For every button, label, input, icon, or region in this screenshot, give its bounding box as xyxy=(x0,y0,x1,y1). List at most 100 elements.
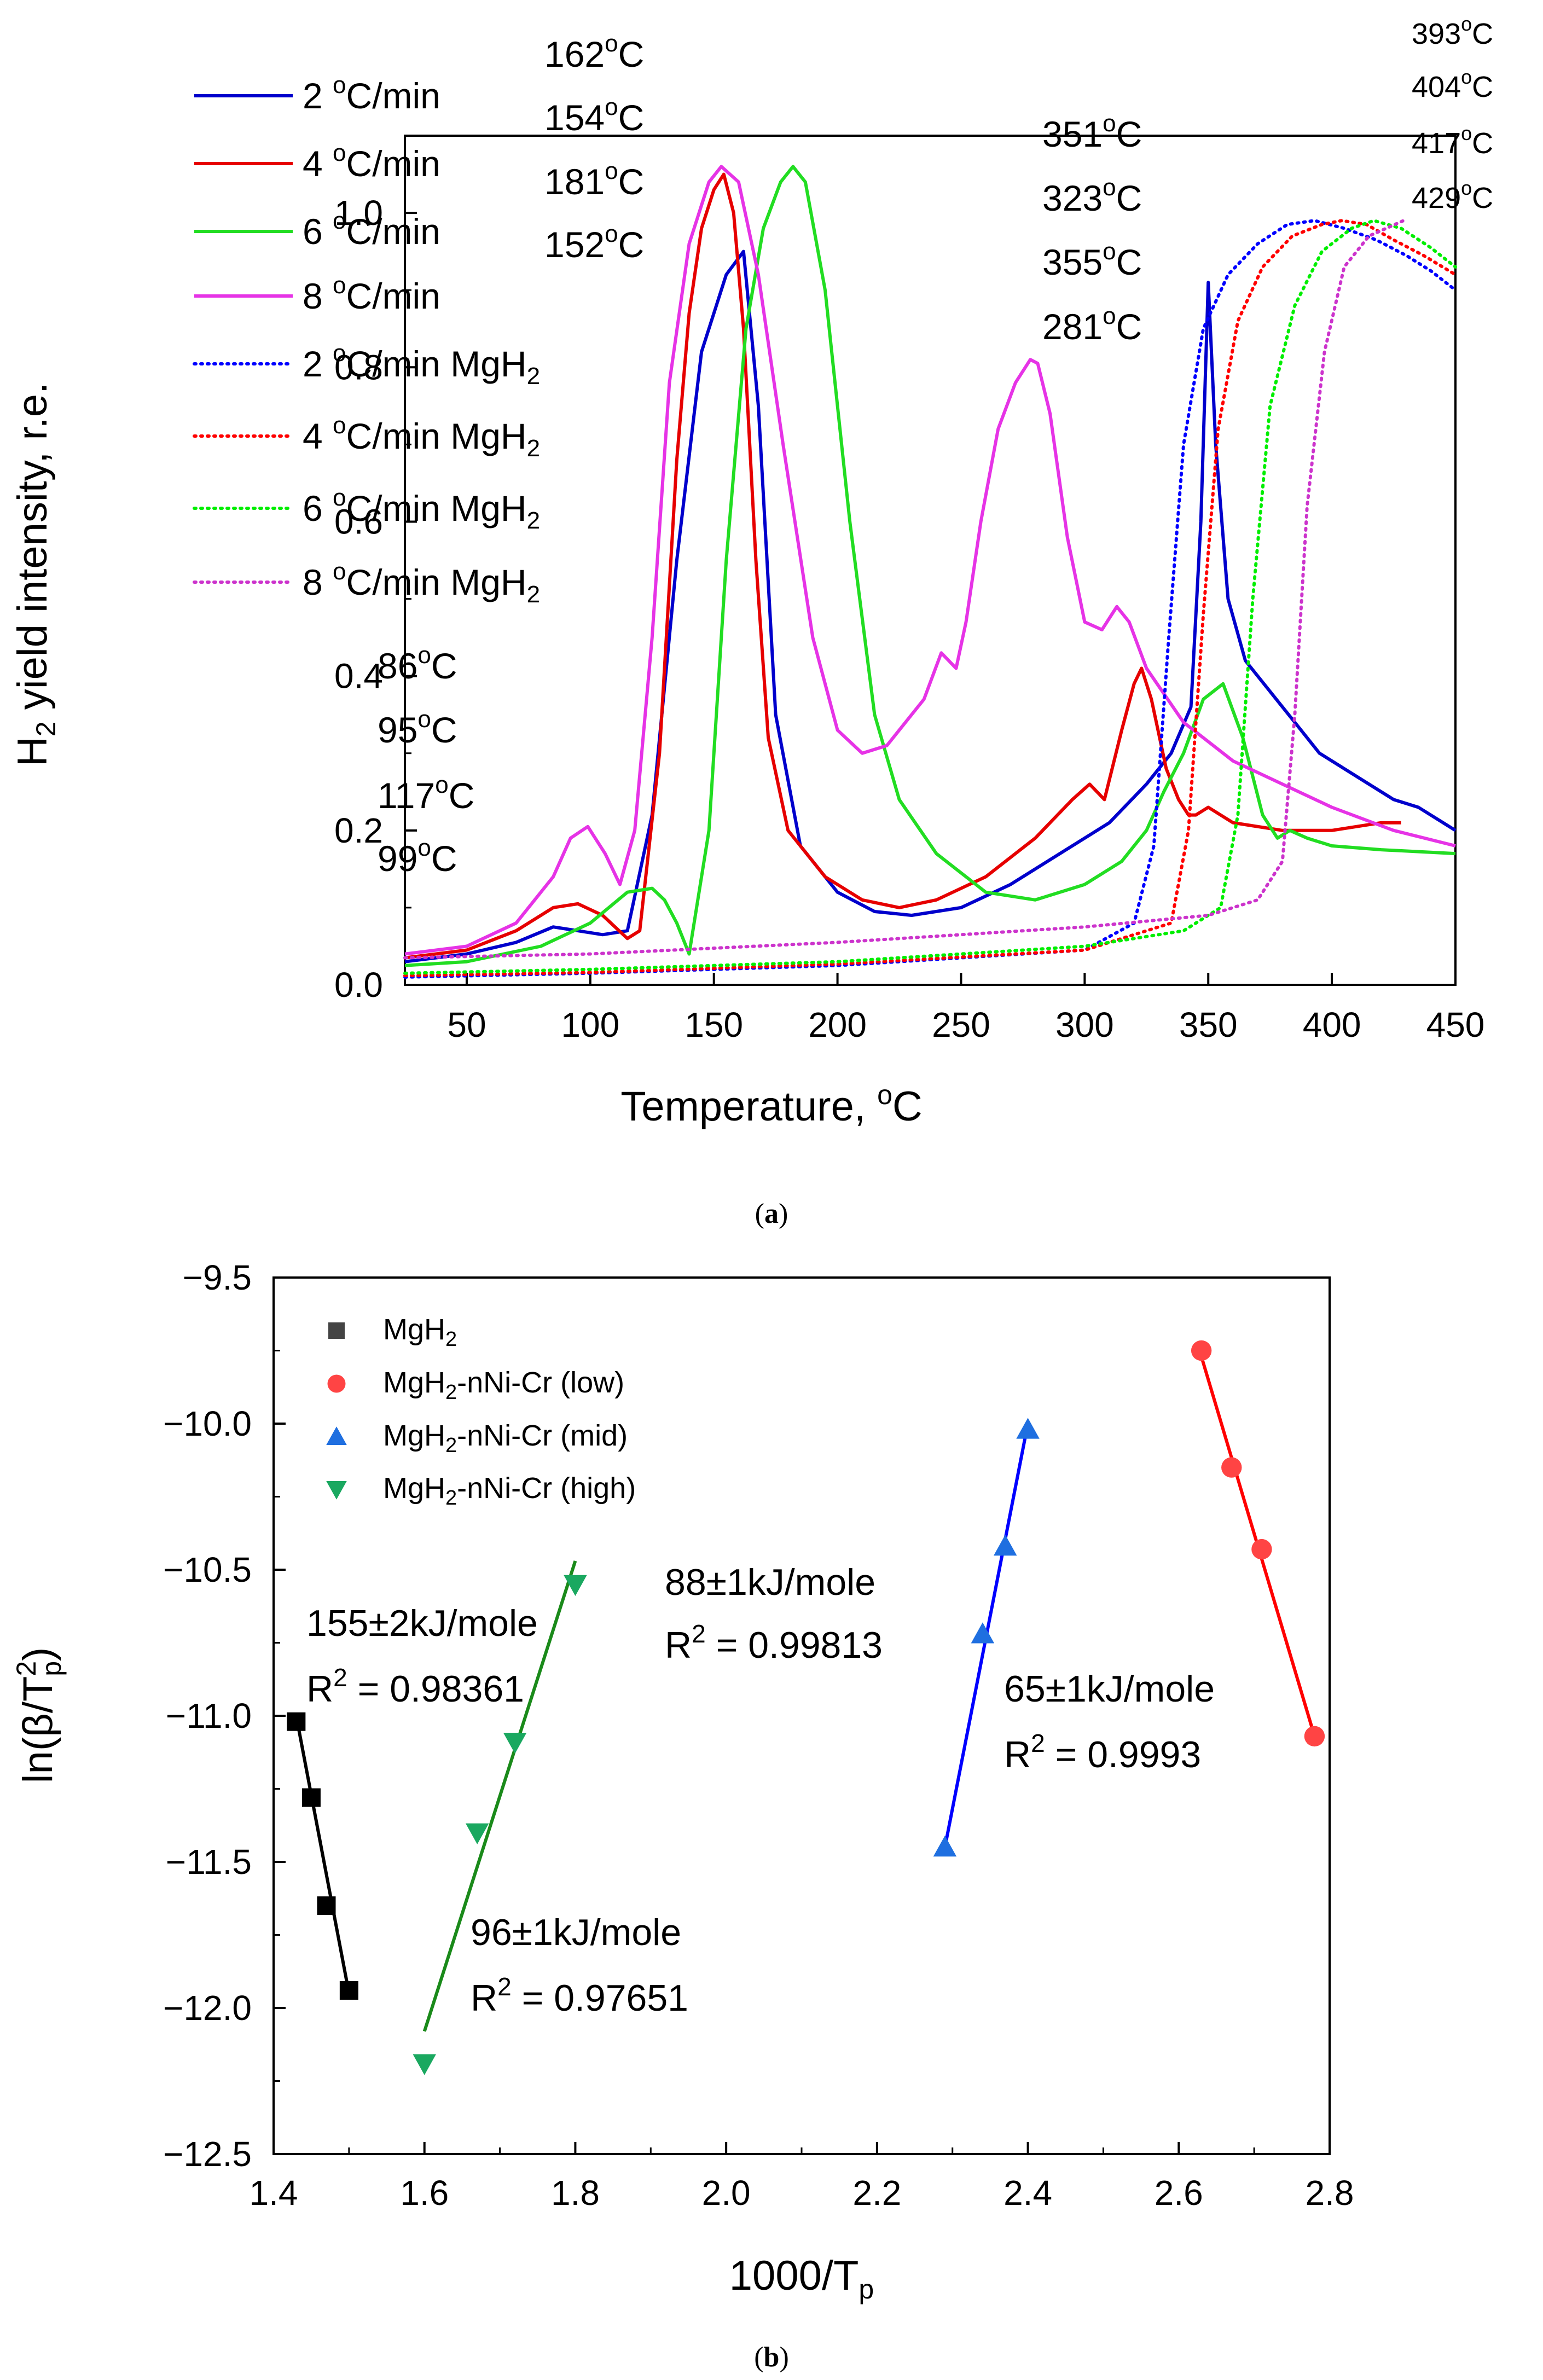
panel-a-y-axis-title-main: H xyxy=(9,736,56,767)
panel-a-x-tick-label: 200 xyxy=(808,1005,867,1044)
series-line-mgh2-5 xyxy=(403,219,1457,978)
data-point-triangle-up xyxy=(933,1836,957,1857)
panel-a-y-tick-label: 0.0 xyxy=(334,965,383,1005)
data-point-triangle-down xyxy=(413,2054,436,2075)
panel-b-caption-letter: b xyxy=(764,2342,780,2373)
peak-annotation: 417oC xyxy=(1412,122,1493,160)
peak-annotation: 351oC xyxy=(1042,110,1142,154)
panel-b-legend-label: MgH2-nNi-Cr (mid) xyxy=(383,1419,628,1457)
legend-marker-circle xyxy=(327,1374,346,1393)
panel-b-annotations: 155±2kJ/mole R2 = 0.98361 88±1kJ/mole R2… xyxy=(306,1561,1215,2019)
series-line-composite-2 xyxy=(404,165,1456,967)
panel-a-x-tick-label: 250 xyxy=(932,1005,990,1044)
panel-b-y-tick-label: −10.0 xyxy=(163,1404,252,1443)
r-squared-exponent: 2 xyxy=(1031,1729,1045,1757)
panel-b-y-tick-label: −10.5 xyxy=(163,1550,252,1589)
legend-label-text: MgH xyxy=(383,1419,445,1452)
panel-b-x-axis-title-main: 1000/T xyxy=(729,2253,859,2299)
legend-label-sub: 2 xyxy=(527,507,540,534)
annotation-value: 154 xyxy=(544,97,605,138)
annotation-value: 429 xyxy=(1412,182,1461,214)
peak-annotation: 281oC xyxy=(1042,303,1142,347)
panel-b-legend-label: MgH2-nNi-Cr (high) xyxy=(383,1472,636,1510)
panel-a-legend-entry: 4 oC/min MgH2 xyxy=(193,412,540,462)
panel-b-y-tick-label: −11.5 xyxy=(166,1842,252,1882)
panel-b-x-tick-label: 1.6 xyxy=(400,2173,449,2213)
legend-label-tail: C/min xyxy=(346,211,440,252)
r-squared-value: = 0.98361 xyxy=(347,1668,524,1710)
r-squared-symbol: R xyxy=(665,1624,692,1666)
annotation-degree: o xyxy=(417,834,431,861)
legend-label-tail: C/min xyxy=(346,276,440,316)
panel-b-x-tick-label: 2.4 xyxy=(1003,2173,1052,2213)
legend-marker-circle xyxy=(327,1374,346,1393)
r-squared-exponent: 2 xyxy=(497,1972,512,2001)
panel-a-x-tick-label: 50 xyxy=(447,1005,486,1044)
r-squared-symbol: R xyxy=(471,1977,497,2019)
legend-label-sup: o xyxy=(333,140,346,166)
panel-a-legend-entry: 8 oC/min xyxy=(194,272,440,316)
legend-marker-triangle-down xyxy=(326,1481,347,1500)
panel-a-x-tick-label: 300 xyxy=(1055,1005,1114,1044)
peak-annotation: 99oC xyxy=(378,834,457,879)
panel-a-legend-label: 4 oC/min MgH2 xyxy=(303,412,540,462)
panel-b-y-tick-label: −11.0 xyxy=(166,1696,252,1735)
legend-label-text: MgH xyxy=(383,1366,445,1399)
panel-b-y-axis-title-sup: 2 xyxy=(11,1661,42,1676)
annotation-degree: o xyxy=(1103,110,1116,137)
panel-a-legend-entry: 2 oC/min xyxy=(194,72,440,116)
legend-label-text: 4 xyxy=(303,416,333,456)
panel-b-legend-entry: MgH2-nNi-Cr (low) xyxy=(327,1366,624,1404)
legend-label-sub: 2 xyxy=(445,1381,457,1404)
annotation-degree: o xyxy=(1461,177,1472,199)
data-point-square xyxy=(301,1788,321,1807)
panel-a-legend-label: 8 oC/min MgH2 xyxy=(303,558,540,608)
annotation-unit: C xyxy=(618,224,645,265)
panel-b-y-tick-label: −12.0 xyxy=(163,1988,252,2028)
panel-a-x-tick-label: 100 xyxy=(561,1005,619,1044)
panel-b-y-axis-title-tail: ) xyxy=(15,1647,61,1661)
panel-a-legend-entry: 2 oC/min MgH2 xyxy=(193,340,540,390)
peak-annotation: 323oC xyxy=(1042,174,1142,218)
annotation-degree: o xyxy=(1103,174,1116,201)
legend-label-sub: 2 xyxy=(527,581,540,608)
r-squared-symbol: R xyxy=(306,1668,333,1710)
data-point-square xyxy=(339,1981,358,2000)
fit-annotation: 65±1kJ/mole R2 = 0.9993 xyxy=(1004,1668,1215,1775)
peak-annotation: 393oC xyxy=(1412,13,1493,50)
data-point-circle xyxy=(1304,1726,1325,1747)
panel-a-legend-entry: 4 oC/min xyxy=(194,140,440,184)
panel-a-annotations: 162oC 154oC 181oC 152oC 351oC 323oC 355o… xyxy=(378,13,1493,879)
legend-label-tail: C/min MgH xyxy=(346,344,527,384)
legend-marker-triangle-down xyxy=(326,1481,347,1500)
panel-a-legend: 2 oC/min 4 oC/min 6 oC/min 8 oC/min 2 oC… xyxy=(193,72,540,608)
annotation-unit: C xyxy=(1116,306,1142,347)
legend-label-sup: o xyxy=(333,207,346,234)
legend-label-sub: 2 xyxy=(527,363,540,390)
annotation-degree: o xyxy=(1461,122,1472,144)
annotation-value: 404 xyxy=(1412,71,1461,103)
r-squared-label: R2 = 0.9993 xyxy=(1004,1729,1201,1775)
legend-label-tail: -nNi-Cr (mid) xyxy=(457,1419,628,1452)
data-point-circle xyxy=(1251,1539,1272,1560)
legend-label-sup: o xyxy=(333,484,346,511)
panel-b-x-tick-label: 1.4 xyxy=(250,2173,298,2213)
r-squared-label: R2 = 0.98361 xyxy=(306,1663,524,1710)
panel-a-x-axis-title-sup: o xyxy=(877,1079,892,1110)
panel-a-legend-label: 2 oC/min xyxy=(303,72,440,116)
r-squared-value: = 0.9993 xyxy=(1045,1734,1201,1775)
panel-b-legend-entry: MgH2 xyxy=(328,1313,457,1351)
legend-label-text: 8 xyxy=(303,562,333,602)
panel-a-ticks xyxy=(405,212,1457,986)
panel-b-caption: (b) xyxy=(754,2342,789,2373)
panel-a-x-axis-title-main: Temperature, xyxy=(620,1083,877,1130)
annotation-value: 393 xyxy=(1412,18,1461,50)
legend-label-sub: 2 xyxy=(527,435,540,462)
panel-a-chart: 50 100 150 200 250 300 350 400 450 0.0 0… xyxy=(9,13,1493,1229)
legend-label-sup: o xyxy=(333,558,346,585)
legend-label-text: MgH xyxy=(383,1472,445,1505)
peak-annotation: 181oC xyxy=(544,158,644,202)
peak-annotation: 95oC xyxy=(378,706,457,750)
legend-label-tail: -nNi-Cr (low) xyxy=(457,1366,624,1399)
